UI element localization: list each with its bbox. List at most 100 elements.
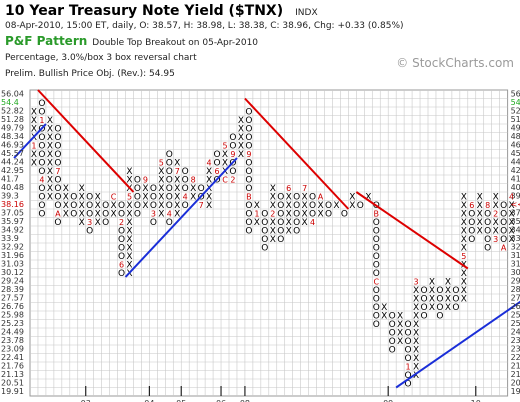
price-label-left: 34.92 (1, 226, 24, 235)
price-label-left: 23.78 (1, 336, 24, 345)
pf-o-box: O (118, 252, 125, 262)
pf-o-box: O (452, 303, 459, 313)
pf-o-box: O (293, 226, 300, 236)
pf-month-mark: 4 (183, 192, 188, 201)
pf-month-mark: C (373, 277, 379, 286)
pf-x-box: X (493, 192, 499, 202)
price-label-left: 31.03 (1, 260, 24, 269)
pf-x-box: X (286, 201, 292, 211)
pf-o-box: O (452, 294, 459, 304)
price-label-right: 26.76 (511, 302, 520, 311)
pf-x-box: X (461, 286, 467, 296)
pf-o-box: O (373, 243, 380, 253)
pf-month-mark: 4 (310, 218, 315, 227)
price-label-right: 30.12 (511, 268, 520, 277)
price-label-left: 21.76 (1, 362, 24, 371)
pf-x-box: X (413, 286, 419, 296)
pf-x-box: X (461, 294, 467, 304)
pf-x-box: X (206, 175, 212, 185)
pf-x-box: X (238, 124, 244, 134)
pf-month-mark: 5 (127, 192, 132, 201)
price-label-left: 21.13 (1, 370, 24, 379)
pf-month-mark: A (55, 209, 61, 218)
price-axis-left: 56.0454.452.8251.2849.7948.3446.9345.574… (1, 90, 24, 397)
pf-o-box: O (484, 243, 491, 253)
price-label-right: 54.4 PO (511, 98, 520, 107)
pf-x-box: X (174, 175, 180, 185)
pf-month-mark: 2 (230, 175, 235, 184)
pf-o-box: O (405, 328, 412, 338)
pf-o-box: O (468, 218, 475, 228)
year-label: 08 (240, 399, 250, 402)
pf-o-box: O (500, 218, 507, 228)
pf-o-box: O (373, 320, 380, 330)
pf-x-box: X (222, 158, 228, 168)
pf-x-box: X (47, 184, 53, 194)
pf-month-mark: 4 (39, 175, 44, 184)
pf-x-box: X (508, 226, 514, 236)
pf-x-box: X (254, 201, 260, 211)
pf-o-box: O (484, 226, 491, 236)
pf-x-box: X (286, 192, 292, 202)
pf-o-box: O (245, 167, 252, 177)
price-label-right: <<38.96 (511, 200, 520, 209)
pf-x-box: X (47, 175, 53, 185)
pf-x-box: X (429, 303, 435, 313)
pf-o-box: O (118, 243, 125, 253)
pf-month-mark: 3 (87, 218, 92, 227)
pf-o-box: O (293, 209, 300, 219)
pf-x-box: X (270, 218, 276, 228)
pf-x-box: X (126, 167, 132, 177)
pf-x-box: X (397, 320, 403, 330)
price-label-left: 22.41 (1, 353, 24, 362)
pf-x-box: X (174, 184, 180, 194)
pf-x-box: X (174, 158, 180, 168)
pf-month-mark: 1 (39, 116, 44, 125)
price-label-left: 45.57 (1, 149, 24, 158)
pf-x-box: X (142, 192, 148, 202)
pf-o-box: O (309, 209, 316, 219)
pf-x-box: X (270, 184, 276, 194)
price-label-left: 42.95 (1, 166, 24, 175)
price-label-left: 25.23 (1, 319, 24, 328)
pf-x-box: X (461, 235, 467, 245)
price-label-right: 52.82 (511, 107, 520, 116)
pf-o-box: O (277, 235, 284, 245)
pf-month-mark: 6 (286, 184, 291, 193)
pf-x-box: X (429, 286, 435, 296)
pf-o-box: O (118, 235, 125, 245)
pf-o-box: O (54, 192, 61, 202)
pf-x-box: X (461, 201, 467, 211)
pf-month-mark: C (111, 192, 117, 201)
pf-o-box: O (293, 201, 300, 211)
pf-o-box: O (389, 345, 396, 355)
pf-o-box: O (357, 201, 364, 211)
pf-o-box: O (134, 175, 141, 185)
pf-o-box: O (436, 311, 443, 321)
pf-x-box: X (477, 192, 483, 202)
pf-x-box: X (286, 218, 292, 228)
pf-o-box: O (405, 371, 412, 381)
pf-x-box: X (413, 362, 419, 372)
pf-x-box: X (254, 218, 260, 228)
pf-o-box: O (245, 175, 252, 185)
pf-x-box: X (286, 226, 292, 236)
pf-month-mark: B (246, 192, 252, 201)
pf-x-box: X (270, 192, 276, 202)
pf-month-mark: 7 (199, 201, 204, 210)
pf-month-mark: 7 (55, 167, 60, 176)
pf-x-box: X (317, 209, 323, 219)
pf-x-box: X (126, 226, 132, 236)
pf-x-box: X (126, 175, 132, 185)
pf-x-box: X (302, 201, 308, 211)
pf-x-box: X (381, 311, 387, 321)
support-trendline (13, 123, 47, 159)
year-label: 06 (216, 399, 226, 402)
pf-o-box: O (468, 235, 475, 245)
price-label-left: 35.97 (1, 217, 24, 226)
pattern-signal: Double Top Breakout on 05-Apr-2010 (92, 38, 259, 48)
pf-o-box: O (373, 226, 380, 236)
pf-month-mark: 1 (254, 209, 259, 218)
pf-x-box: X (63, 201, 69, 211)
pf-o-box: O (245, 158, 252, 168)
